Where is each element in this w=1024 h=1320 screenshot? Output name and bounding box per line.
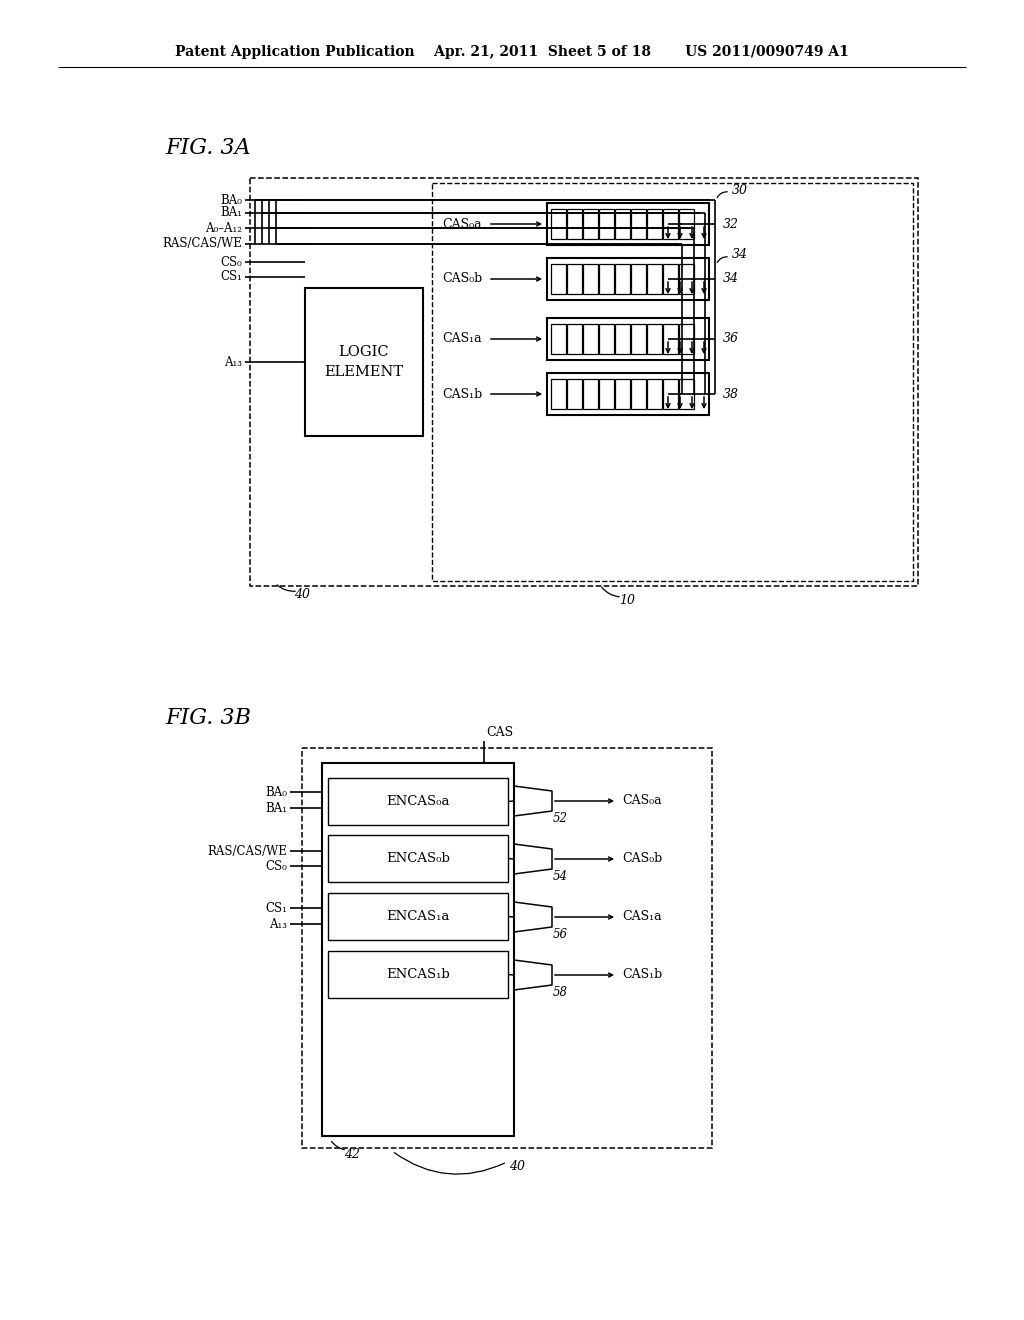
Bar: [302, 748, 712, 1148]
Bar: [305, 288, 423, 436]
Bar: [328, 777, 508, 825]
Text: 40: 40: [509, 1159, 525, 1172]
Text: ELEMENT: ELEMENT: [325, 366, 403, 379]
Bar: [631, 264, 646, 294]
Bar: [551, 379, 566, 409]
Bar: [679, 379, 694, 409]
Text: BA₀: BA₀: [265, 785, 287, 799]
Text: 42: 42: [344, 1147, 360, 1160]
Text: LOGIC: LOGIC: [339, 345, 389, 359]
Text: CS₀: CS₀: [265, 859, 287, 873]
Polygon shape: [514, 960, 552, 990]
Bar: [647, 323, 662, 354]
Text: ENCAS₀b: ENCAS₀b: [386, 851, 450, 865]
Bar: [567, 209, 582, 239]
Bar: [679, 264, 694, 294]
Text: 56: 56: [553, 928, 567, 941]
Bar: [551, 264, 566, 294]
Text: ENCAS₁b: ENCAS₁b: [386, 968, 450, 981]
Text: CAS₀b: CAS₀b: [622, 853, 663, 866]
Polygon shape: [514, 785, 552, 816]
Text: CAS₁b: CAS₁b: [442, 388, 482, 400]
Text: A₀–A₁₂: A₀–A₁₂: [205, 222, 242, 235]
Text: 38: 38: [723, 388, 739, 400]
Bar: [547, 203, 709, 246]
Text: 36: 36: [723, 333, 739, 346]
Bar: [547, 318, 709, 360]
Text: CAS₀a: CAS₀a: [622, 795, 662, 808]
Bar: [679, 209, 694, 239]
Bar: [615, 264, 630, 294]
Bar: [567, 323, 582, 354]
Bar: [647, 209, 662, 239]
Text: BA₁: BA₁: [220, 206, 242, 219]
Text: FIG. 3A: FIG. 3A: [165, 137, 251, 158]
Bar: [583, 379, 598, 409]
Bar: [615, 323, 630, 354]
Text: A₁₃: A₁₃: [269, 917, 287, 931]
Bar: [432, 183, 913, 581]
Bar: [663, 379, 678, 409]
Text: 54: 54: [553, 870, 567, 883]
Text: 40: 40: [294, 587, 310, 601]
Text: Patent Application Publication    Apr. 21, 2011  Sheet 5 of 18       US 2011/009: Patent Application Publication Apr. 21, …: [175, 45, 849, 59]
Text: 10: 10: [618, 594, 635, 606]
Bar: [631, 323, 646, 354]
Text: CAS₁b: CAS₁b: [622, 969, 663, 982]
Text: 34: 34: [732, 248, 748, 261]
Text: 58: 58: [553, 986, 567, 999]
Text: CAS₀a: CAS₀a: [442, 218, 481, 231]
Text: BA₀: BA₀: [220, 194, 242, 206]
Bar: [583, 323, 598, 354]
Text: RAS/CAS/WE: RAS/CAS/WE: [207, 845, 287, 858]
Bar: [679, 323, 694, 354]
Bar: [647, 264, 662, 294]
Bar: [551, 209, 566, 239]
Text: CAS₁a: CAS₁a: [442, 333, 481, 346]
Bar: [547, 374, 709, 414]
Bar: [663, 264, 678, 294]
Text: 52: 52: [553, 813, 567, 825]
Bar: [599, 323, 614, 354]
Bar: [322, 763, 514, 1137]
Bar: [551, 323, 566, 354]
Bar: [631, 209, 646, 239]
Bar: [599, 264, 614, 294]
Polygon shape: [514, 843, 552, 874]
Text: RAS/CAS/WE: RAS/CAS/WE: [162, 238, 242, 251]
Text: A₁₃: A₁₃: [224, 355, 242, 368]
Text: ENCAS₁a: ENCAS₁a: [386, 909, 450, 923]
Bar: [547, 257, 709, 300]
Text: FIG. 3B: FIG. 3B: [165, 708, 251, 729]
Text: CAS₁a: CAS₁a: [622, 911, 662, 924]
Bar: [663, 323, 678, 354]
Bar: [615, 379, 630, 409]
Bar: [328, 836, 508, 882]
Text: BA₁: BA₁: [265, 801, 287, 814]
Text: ENCAS₀a: ENCAS₀a: [386, 795, 450, 808]
Text: CAS: CAS: [486, 726, 513, 739]
Text: 30: 30: [732, 183, 748, 197]
Bar: [328, 894, 508, 940]
Bar: [583, 264, 598, 294]
Bar: [663, 209, 678, 239]
Polygon shape: [514, 902, 552, 932]
Text: CS₁: CS₁: [265, 902, 287, 915]
Bar: [328, 950, 508, 998]
Text: 32: 32: [723, 218, 739, 231]
Bar: [567, 264, 582, 294]
Bar: [631, 379, 646, 409]
Bar: [567, 379, 582, 409]
Text: CAS₀b: CAS₀b: [442, 272, 482, 285]
Bar: [647, 379, 662, 409]
Bar: [599, 379, 614, 409]
Text: CS₁: CS₁: [220, 271, 242, 284]
Text: 34: 34: [723, 272, 739, 285]
Bar: [599, 209, 614, 239]
Bar: [583, 209, 598, 239]
Bar: [615, 209, 630, 239]
Text: CS₀: CS₀: [220, 256, 242, 268]
Bar: [250, 178, 918, 586]
